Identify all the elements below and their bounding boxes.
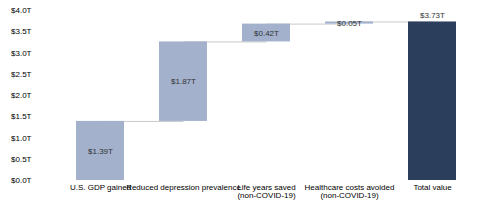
svg-text:Total value: Total value [413, 183, 452, 192]
svg-text:$1.87T: $1.87T [171, 77, 196, 86]
svg-text:$1.5T: $1.5T [11, 112, 32, 121]
svg-text:$2.5T: $2.5T [11, 70, 32, 79]
svg-text:$0.42T: $0.42T [254, 29, 279, 38]
svg-text:$2.0T: $2.0T [11, 91, 32, 100]
svg-text:Healthcare costs avoided(non-C: Healthcare costs avoided(non-COVID-19) [305, 183, 395, 200]
svg-text:$0.0T: $0.0T [11, 176, 32, 185]
svg-text:$3.0T: $3.0T [11, 49, 32, 58]
svg-text:Reduced depression prevalence: Reduced depression prevalence [126, 183, 241, 192]
svg-text:$3.73T: $3.73T [420, 11, 445, 20]
svg-text:$0.5T: $0.5T [11, 155, 32, 164]
svg-text:$3.5T: $3.5T [11, 27, 32, 36]
svg-text:$1.0T: $1.0T [11, 134, 32, 143]
svg-text:$4.0T: $4.0T [11, 6, 32, 15]
svg-text:$0.05T: $0.05T [337, 19, 362, 28]
svg-text:Life years saved(non-COVID-19): Life years saved(non-COVID-19) [237, 183, 296, 200]
svg-text:U.S. GDP gained: U.S. GDP gained [70, 183, 131, 192]
svg-text:$1.39T: $1.39T [88, 147, 113, 156]
